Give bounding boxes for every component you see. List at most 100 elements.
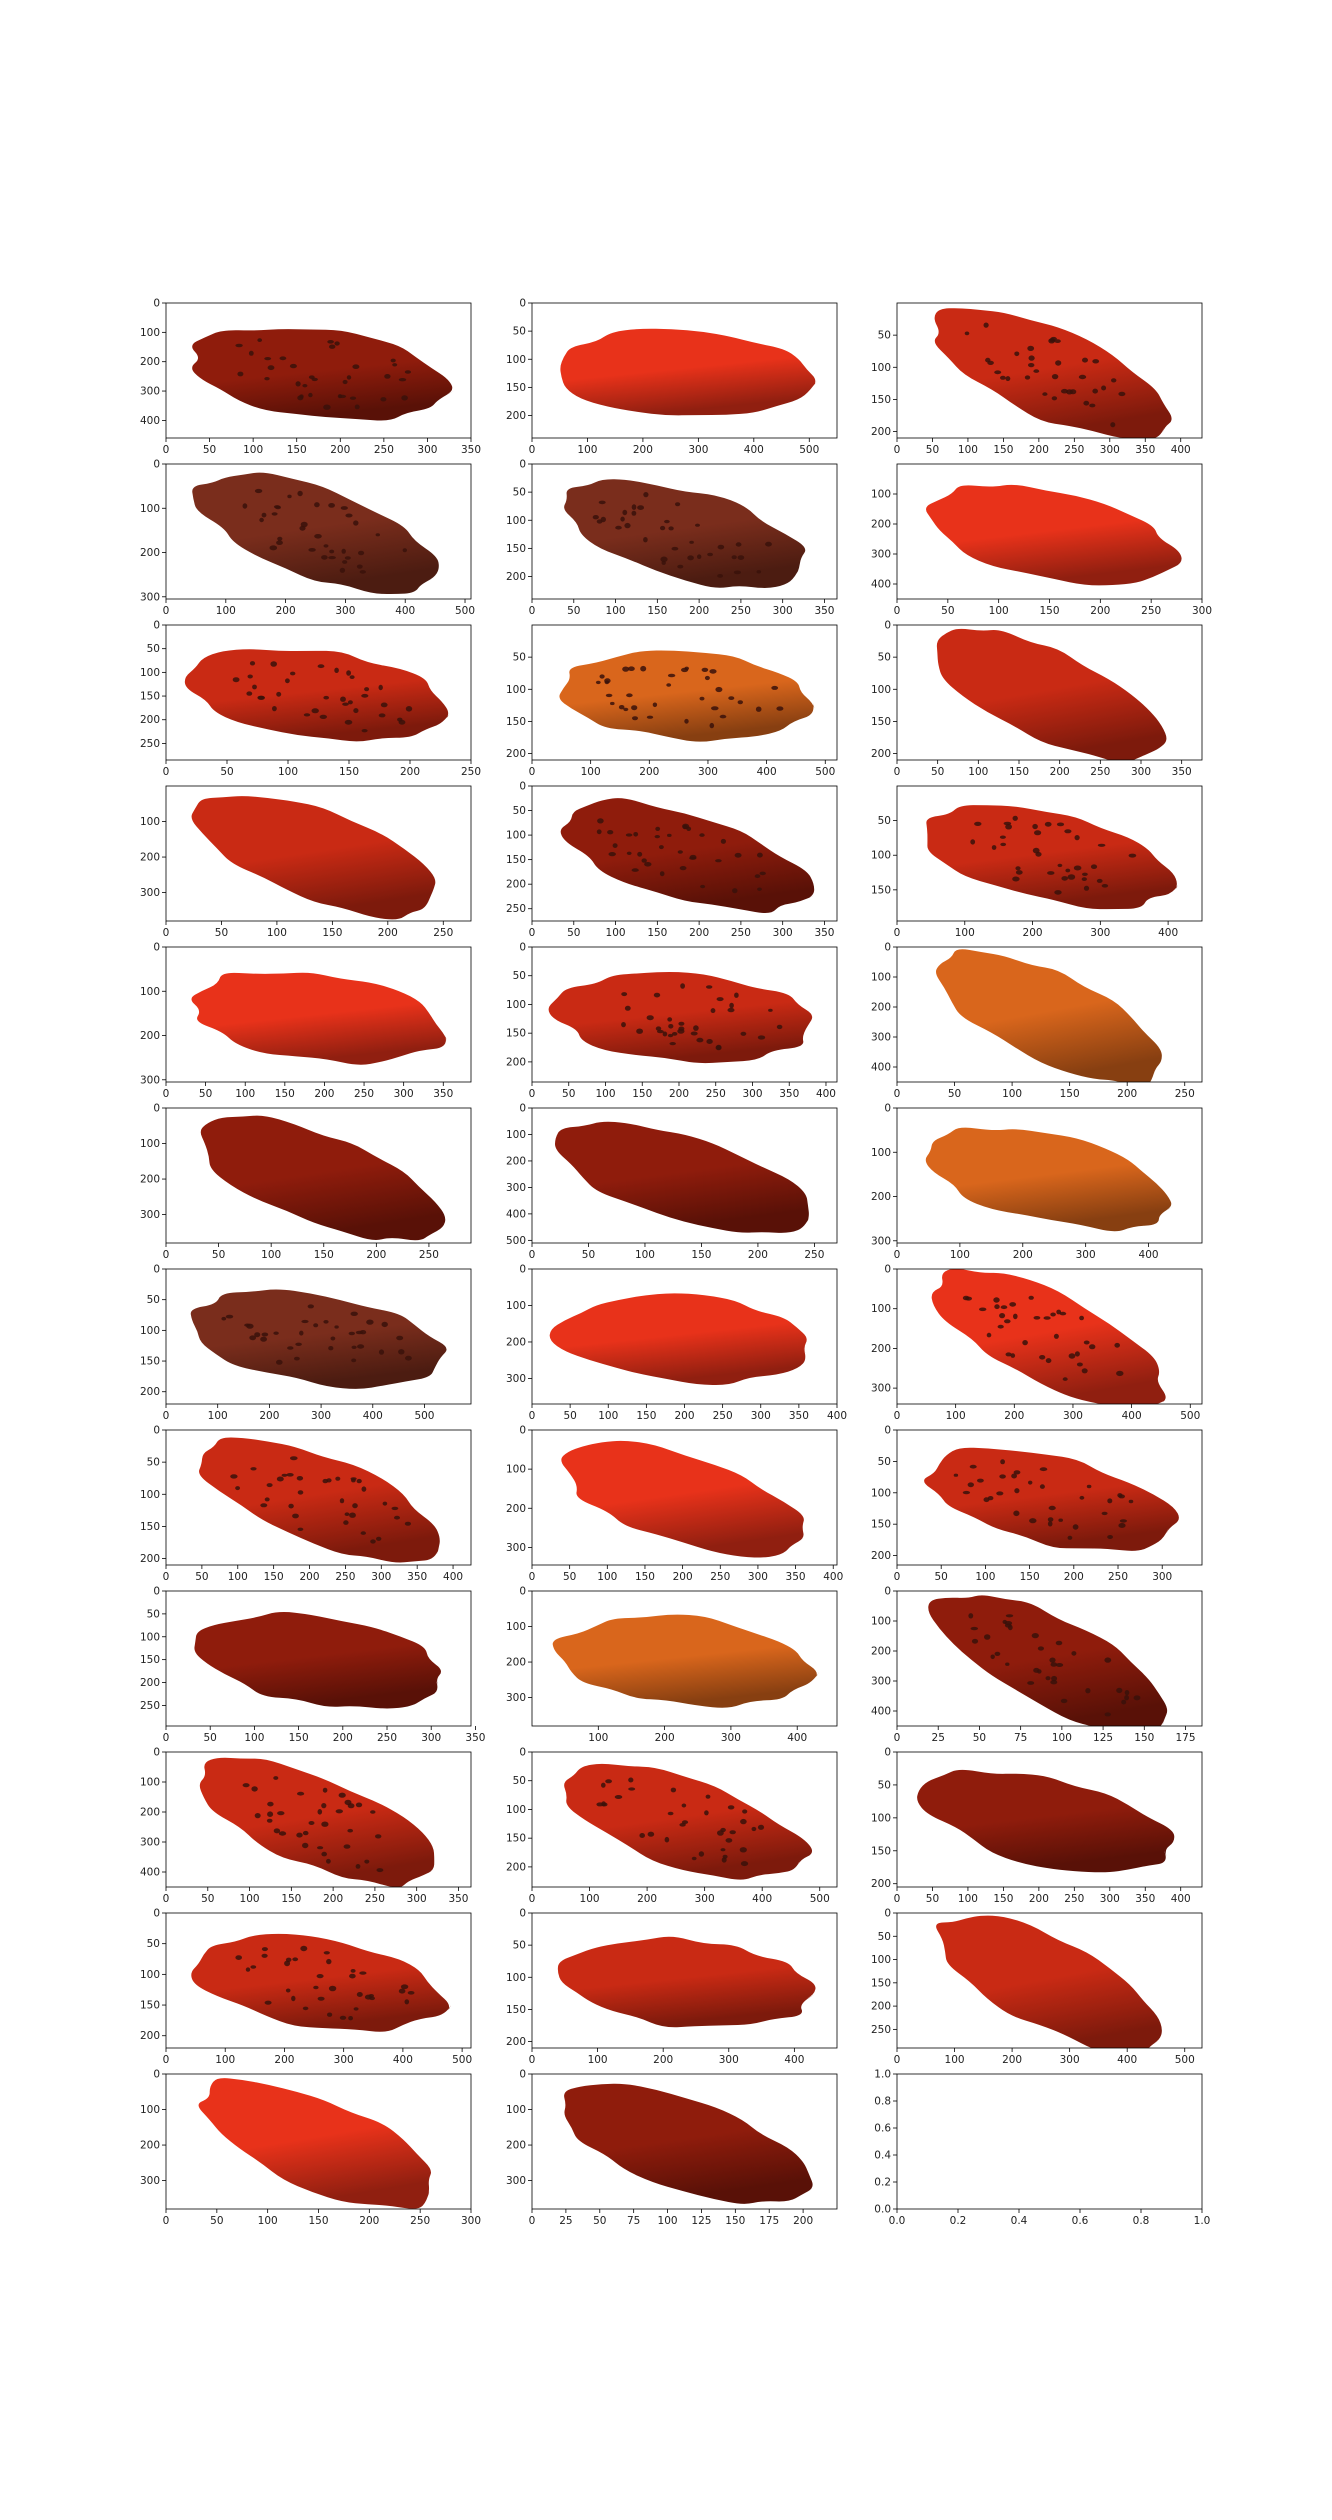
panel-15: 0 50 100 150 200 250 0 100 200 300 400 (871, 942, 1203, 1100)
x-tick-label: 300 (311, 1410, 331, 1422)
x-tick-label: 350 (814, 927, 834, 939)
panel-7: 0 50 100 150 200 250 0 50 100 150 200 250 (140, 620, 481, 779)
y-tick-label: 300 (140, 1837, 160, 1849)
x-tick-label: 0 (894, 1893, 901, 1905)
x-tick-label: 100 (235, 1088, 255, 1100)
y-tick-label: 0 (519, 1747, 526, 1759)
x-tick-label: 50 (567, 927, 580, 939)
x-tick-label: 400 (816, 1088, 836, 1100)
y-tick-label: 200 (506, 1657, 526, 1669)
x-tick-label: 0 (163, 1249, 170, 1261)
y-tick-label: 200 (140, 1174, 160, 1186)
spot-pattern (235, 338, 411, 410)
y-tick-label: 0 (153, 2069, 160, 2081)
y-tick-label: 0 (884, 942, 891, 954)
x-tick-label: 300 (421, 1732, 441, 1744)
spot-pattern (235, 1945, 415, 2021)
x-tick-label: 0 (163, 1088, 170, 1100)
x-tick-label: 300 (1152, 1571, 1172, 1583)
y-tick-label: 250 (140, 738, 160, 750)
x-tick-label: 0 (894, 927, 901, 939)
x-tick-label: 0 (163, 766, 170, 778)
panel-10: 0 50 100 150 200 250 100 200 300 (140, 785, 472, 939)
y-tick-label: 0 (519, 298, 526, 310)
y-tick-label: 100 (871, 1147, 891, 1159)
fruit-shape (552, 1614, 820, 1708)
axes-frame (896, 1912, 1203, 2049)
fruit-shape (564, 2083, 815, 2204)
panel-12: 0 100 200 300 400 50 100 150 (871, 785, 1203, 939)
x-tick-label: 400 (752, 1893, 772, 1905)
x-tick-label: 50 (212, 1249, 225, 1261)
axes-frame (531, 1751, 838, 1888)
y-tick-label: 400 (871, 579, 891, 591)
x-tick-label: 200 (1023, 927, 1043, 939)
x-tick-label: 0 (894, 444, 901, 456)
x-tick-label: 0 (894, 1088, 901, 1100)
y-tick-label: 100 (506, 684, 526, 696)
x-tick-label: 350 (461, 444, 481, 456)
y-tick-label: 0 (884, 1747, 891, 1759)
y-tick-label: 100 (506, 999, 526, 1011)
axes-frame (531, 463, 838, 600)
x-tick-label: 150 (314, 1249, 334, 1261)
x-tick-label: 50 (215, 927, 228, 939)
x-tick-label: 0 (163, 1571, 170, 1583)
axes-frame (896, 2073, 1203, 2210)
x-tick-label: 200 (333, 1732, 353, 1744)
y-tick-label: 300 (506, 1182, 526, 1194)
spot-pattern (968, 1613, 1141, 1717)
y-tick-label: 100 (871, 1303, 891, 1315)
x-tick-label: 150 (691, 1249, 711, 1261)
y-tick-label: 0 (519, 1425, 526, 1437)
x-tick-label: 250 (731, 927, 751, 939)
axes-frame (165, 1912, 472, 2049)
x-tick-label: 100 (968, 766, 988, 778)
x-tick-label: 50 (220, 766, 233, 778)
panel-17: 0 50 100 150 200 250 0 100 200 300 400 500 (506, 1103, 838, 1261)
y-tick-label: 0 (884, 1425, 891, 1437)
x-tick-label: 150 (339, 766, 359, 778)
axes-frame (896, 1751, 1203, 1888)
x-tick-label: 300 (1100, 1893, 1120, 1905)
x-tick-label: 350 (407, 1571, 427, 1583)
axes-frame (531, 1107, 838, 1244)
y-tick-label: 100 (506, 1804, 526, 1816)
x-tick-label: 350 (1135, 444, 1155, 456)
axes-frame (531, 302, 838, 439)
x-tick-label: 0 (894, 605, 901, 617)
x-tick-label: 100 (267, 927, 287, 939)
x-tick-label: 125 (1093, 1732, 1113, 1744)
panel-31: 0 100 200 300 400 500 0 50 100 150 200 (140, 1908, 472, 2067)
x-tick-label: 300 (773, 605, 793, 617)
x-tick-label: 200 (323, 1893, 343, 1905)
y-tick-label: 50 (147, 1457, 160, 1469)
y-tick-label: 100 (140, 2104, 160, 2116)
y-tick-label: 100 (506, 1300, 526, 1312)
axes-frame (165, 302, 472, 439)
x-tick-label: 50 (567, 605, 580, 617)
y-tick-label: 300 (506, 1373, 526, 1385)
x-tick-label: 400 (393, 2054, 413, 2066)
x-tick-label: 100 (240, 1893, 260, 1905)
x-tick-label: 250 (1064, 1893, 1084, 1905)
fruit-shape (924, 1447, 1179, 1551)
y-tick-label: 400 (140, 1867, 160, 1879)
x-tick-label: 0 (163, 2054, 170, 2066)
x-tick-label: 150 (993, 444, 1013, 456)
y-tick-label: 0 (519, 459, 526, 471)
x-tick-label: 100 (581, 766, 601, 778)
x-tick-label: 150 (1039, 605, 1059, 617)
x-tick-label: 250 (374, 444, 394, 456)
y-tick-label: 100 (871, 850, 891, 862)
x-tick-label: 150 (289, 1732, 309, 1744)
y-tick-label: 50 (513, 326, 526, 338)
y-tick-label: 150 (871, 716, 891, 728)
x-tick-label: 200 (1013, 1249, 1033, 1261)
y-tick-label: 200 (506, 1056, 526, 1068)
x-tick-label: 300 (688, 444, 708, 456)
y-tick-label: 300 (140, 2175, 160, 2187)
x-tick-label: 300 (719, 2054, 739, 2066)
y-tick-label: 200 (506, 2036, 526, 2048)
y-tick-label: 200 (140, 1030, 160, 1042)
